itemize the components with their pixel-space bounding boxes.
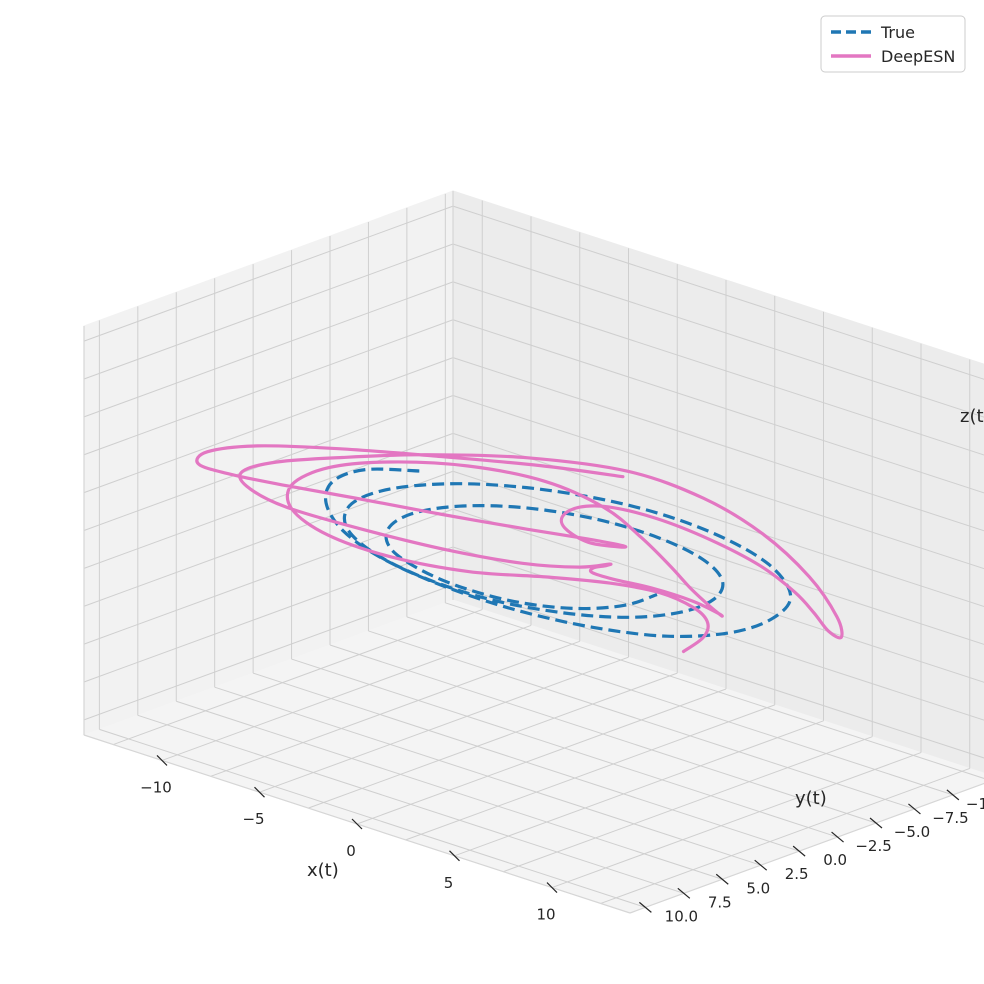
tick-mark: [156, 755, 168, 766]
grid-line-y-floor: [329, 644, 877, 824]
axis-panes: [82, 190, 984, 914]
tick-mark: [908, 803, 921, 815]
grid-line-y-floor: [445, 602, 984, 779]
grid-line-y-floor: [99, 728, 646, 908]
grid-line-z-left: [83, 508, 454, 645]
grid-line-x-floor: [161, 624, 532, 761]
tick-mark: [946, 789, 960, 801]
tick-mark: [677, 887, 691, 899]
grid-line-z-left: [83, 584, 454, 721]
x-axis-label: x(t): [307, 860, 339, 881]
tick-mark: [715, 873, 729, 885]
x-tick-label: −5: [242, 810, 264, 828]
y-tick-label: 7.5: [708, 893, 732, 911]
y-tick-label: −2.5: [855, 837, 891, 855]
grid-line-z-back: [452, 357, 984, 532]
grid-line-x-floor: [308, 672, 678, 809]
grid-line-x-floor: [113, 609, 483, 746]
x-tick-label: 5: [444, 874, 454, 892]
tick-mark: [449, 850, 460, 862]
y-tick-label: 10.0: [665, 907, 698, 925]
grid-line-z-back: [452, 243, 984, 418]
grid-line-y-floor: [214, 686, 761, 866]
y-tick-label: −7.5: [932, 809, 968, 827]
grid-line-x-floor: [356, 688, 727, 825]
grid-line-z-back: [452, 395, 984, 570]
tick-mark: [831, 831, 844, 843]
tick-mark: [638, 901, 652, 913]
x-tick-label: 10: [536, 906, 555, 924]
legend-label-true: True: [880, 23, 915, 42]
grid-line-z-back: [452, 508, 984, 683]
grid-line-z-left: [83, 357, 454, 494]
grid-line-x-floor: [503, 736, 873, 873]
grid-line-z-left: [83, 546, 454, 683]
grid-line-x-floor: [551, 752, 922, 889]
x-tick-label: −10: [140, 778, 172, 796]
grid-line-x-floor: [259, 656, 629, 793]
grid-line-z-left: [83, 470, 454, 607]
series-line-deepesn: [195, 444, 844, 654]
series-layer: [195, 444, 844, 654]
grid-line-z-left: [83, 281, 454, 418]
y-tick-label: 0.0: [823, 851, 847, 869]
grid-line-z-back: [452, 205, 984, 380]
z-axis-label: z(t): [960, 406, 984, 427]
grid-line-z-back: [452, 319, 984, 494]
grid-line-y-floor: [406, 616, 954, 796]
x-tick-label: 0: [346, 842, 356, 860]
tick-mark: [254, 786, 265, 798]
y-tick-label: −10.0: [966, 795, 984, 813]
grid-line-z-left: [83, 243, 454, 380]
grid-line-z-back: [452, 470, 984, 645]
tick-mark: [546, 882, 558, 893]
tick-mark: [869, 817, 883, 829]
box-edge: [629, 782, 984, 914]
grid-line-y-floor: [176, 700, 723, 880]
legend: True DeepESN: [820, 15, 966, 73]
grid-line-z-back: [452, 281, 984, 456]
grid-line-y-floor: [291, 658, 838, 838]
grid-line-x-floor: [600, 767, 970, 904]
grid-line-y-floor: [252, 672, 800, 852]
grid-line-x-floor: [454, 720, 824, 857]
grid-line-x-floor: [405, 704, 775, 841]
series-line-true: [323, 467, 793, 638]
grid-line-x-floor: [210, 640, 580, 777]
y-axis-label: y(t): [795, 788, 827, 809]
y-tick-label: −5.0: [894, 823, 930, 841]
grid-line-y-floor: [368, 630, 915, 810]
grid-line-z-back: [452, 432, 984, 608]
tick-mark: [792, 845, 806, 857]
grid-line-z-back: [452, 584, 984, 759]
legend-label-deepesn: DeepESN: [881, 47, 955, 66]
grid-line-z-left: [83, 205, 454, 342]
tick-mark: [351, 818, 363, 830]
y-tick-label: 5.0: [746, 879, 770, 897]
legend-frame: [820, 15, 966, 73]
y-tick-label: 2.5: [785, 865, 809, 883]
grid-line-y-floor: [137, 714, 684, 894]
tick-mark: [754, 859, 768, 871]
grid-line-z-left: [83, 319, 454, 456]
axis-ticks: −10−50510−12.5−10.0−7.5−5.0−2.50.02.55.0…: [140, 755, 984, 925]
